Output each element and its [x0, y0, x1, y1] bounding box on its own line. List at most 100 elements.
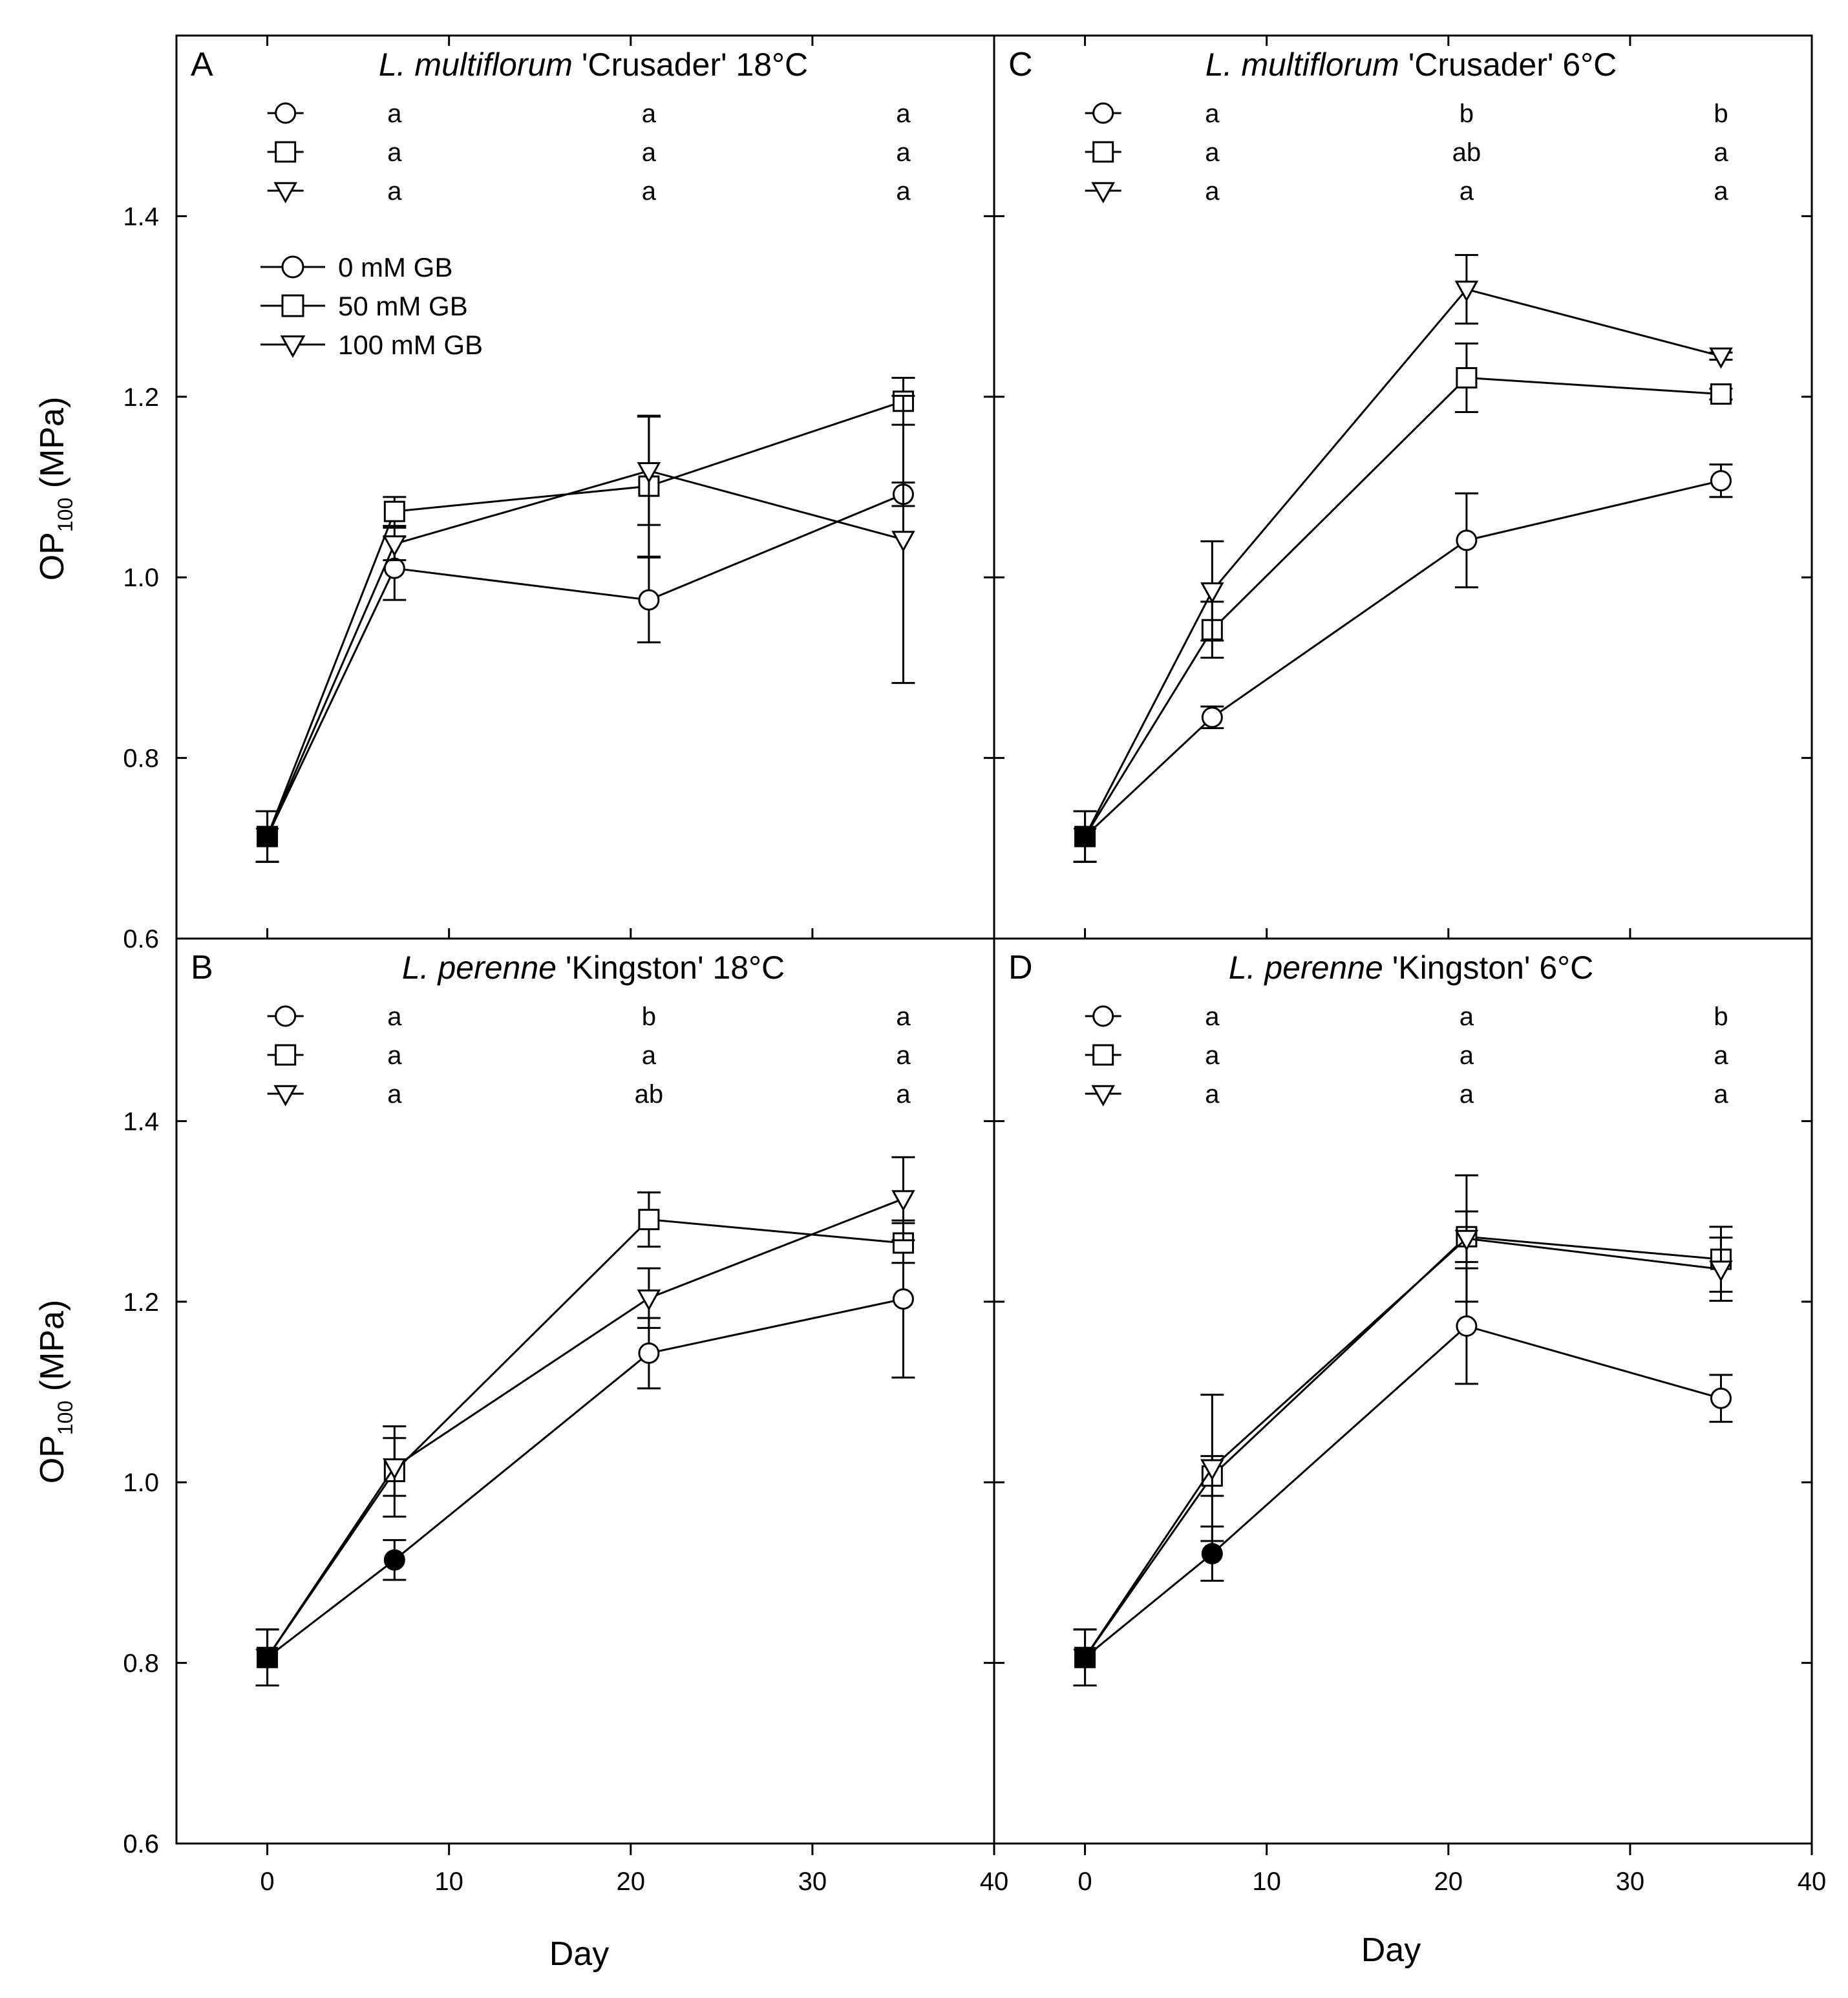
y-tick-label: 0.6	[123, 1830, 159, 1858]
panel-b: B L. perenne 'Kingston' 18°Ca b aa a aa ab a	[191, 949, 915, 1687]
data-point	[637, 462, 661, 484]
legend-entry: 100 mM GB	[260, 330, 483, 360]
panel-letter: B	[191, 949, 213, 986]
series-line	[266, 493, 904, 837]
data-point	[1073, 1648, 1097, 1670]
panel-c: C L. multiflorum 'Crusader' 6°Ca b ba ab aa a a	[1008, 46, 1733, 863]
panel-letter: D	[1008, 949, 1033, 986]
x-axis-title-left: Day	[549, 1935, 609, 1973]
data-point	[637, 1289, 661, 1311]
significance-key-triangle-down-icon	[273, 182, 297, 204]
panel-title: L. perenne 'Kingston' 6°C	[1229, 950, 1593, 986]
series-line	[266, 469, 904, 837]
series-square	[255, 376, 915, 863]
significance-letter: a	[642, 138, 657, 167]
significance-letter: ab	[1452, 138, 1482, 167]
significance-letter: a	[1460, 1080, 1474, 1109]
data-point	[1710, 383, 1732, 405]
significance-key-circle-icon	[1092, 102, 1114, 124]
series-line	[266, 400, 904, 837]
legend-entry: 0 mM GB	[260, 252, 452, 282]
significance-letter: a	[387, 1041, 402, 1070]
series-line	[266, 1198, 904, 1659]
x-tick-label: 40	[980, 1867, 1009, 1896]
significance-letter: a	[1714, 1041, 1728, 1070]
data-point	[1709, 1260, 1733, 1282]
significance-letter: a	[387, 100, 402, 128]
significance-letter: a	[387, 177, 402, 206]
significance-letter: a	[1714, 177, 1728, 206]
data-point	[1709, 347, 1733, 369]
data-point	[255, 1648, 279, 1670]
x-tick-label: 0	[1078, 1867, 1092, 1896]
x-tick-label: 30	[798, 1867, 827, 1896]
significance-letter: a	[1205, 177, 1220, 206]
y-tick-label: 1.0	[123, 1469, 159, 1497]
data-point	[1456, 529, 1478, 551]
data-point	[1456, 1315, 1478, 1337]
series-line	[1084, 376, 1721, 837]
significance-letter: a	[896, 138, 911, 167]
series-square	[255, 1191, 915, 1687]
data-point	[1710, 470, 1732, 492]
significance-letter: a	[1460, 177, 1474, 206]
significance-letter: a	[1205, 100, 1220, 128]
legend-label: 0 mM GB	[338, 252, 452, 282]
significance-letter: a	[1205, 1080, 1220, 1109]
significance-letter: b	[1714, 1003, 1728, 1031]
data-point	[383, 535, 407, 557]
series-circle	[1073, 463, 1733, 863]
panel-letter: A	[191, 46, 213, 83]
series-triangle-down	[1073, 253, 1733, 863]
data-point	[1073, 827, 1097, 849]
y-tick-label: 1.4	[123, 1107, 159, 1136]
series-triangle-down	[255, 1156, 915, 1687]
series-square	[1073, 342, 1733, 863]
significance-letter: b	[642, 1003, 656, 1031]
y-axis-title: OP100 (MPa)	[34, 397, 77, 581]
panel-a: A L. multiflorum 'Crusader' 18°Ca a aa a aa a a	[191, 46, 915, 863]
significance-letter: a	[642, 1041, 657, 1070]
x-tick-label: 30	[1616, 1867, 1645, 1896]
data-point	[1710, 1387, 1732, 1409]
data-point	[638, 589, 660, 611]
legend-label: 100 mM GB	[338, 330, 483, 360]
significance-row: a ab a	[267, 1080, 911, 1109]
data-point	[1454, 1229, 1479, 1251]
legend-triangle-down-icon	[280, 335, 306, 358]
y-tick-label: 1.2	[123, 383, 159, 412]
significance-letter: a	[387, 138, 402, 167]
significance-letter: a	[1714, 138, 1728, 167]
x-tick-label: 20	[617, 1867, 646, 1896]
data-point	[383, 1458, 407, 1480]
significance-letter: a	[896, 1041, 911, 1070]
significance-key-square-icon	[275, 1044, 297, 1066]
data-point	[891, 531, 915, 553]
significance-letter: a	[896, 100, 911, 128]
significance-key-square-icon	[275, 141, 297, 163]
data-point	[1201, 707, 1223, 728]
significance-key-triangle-down-icon	[1091, 1085, 1115, 1107]
x-tick-label: 20	[1434, 1867, 1463, 1896]
significance-letter: a	[896, 1003, 911, 1031]
significance-key-square-icon	[1092, 141, 1114, 163]
significance-letter: a	[387, 1003, 402, 1031]
significance-letter: a	[1205, 1041, 1220, 1070]
significance-letter: a	[642, 177, 657, 206]
data-point	[255, 827, 279, 849]
significance-row: a ab a	[1085, 138, 1728, 167]
data-point	[383, 1549, 405, 1571]
significance-letter: a	[1205, 1003, 1220, 1031]
axis-labels: Day Day 0.60.81.01.21.40.60.81.01.21.40.…	[34, 202, 1826, 1973]
series-line	[1084, 1324, 1721, 1659]
x-axis-title-right: Day	[1361, 1931, 1421, 1969]
panel-title: L. multiflorum 'Crusader' 6°C	[1205, 47, 1617, 83]
legend-square-icon	[281, 294, 304, 317]
